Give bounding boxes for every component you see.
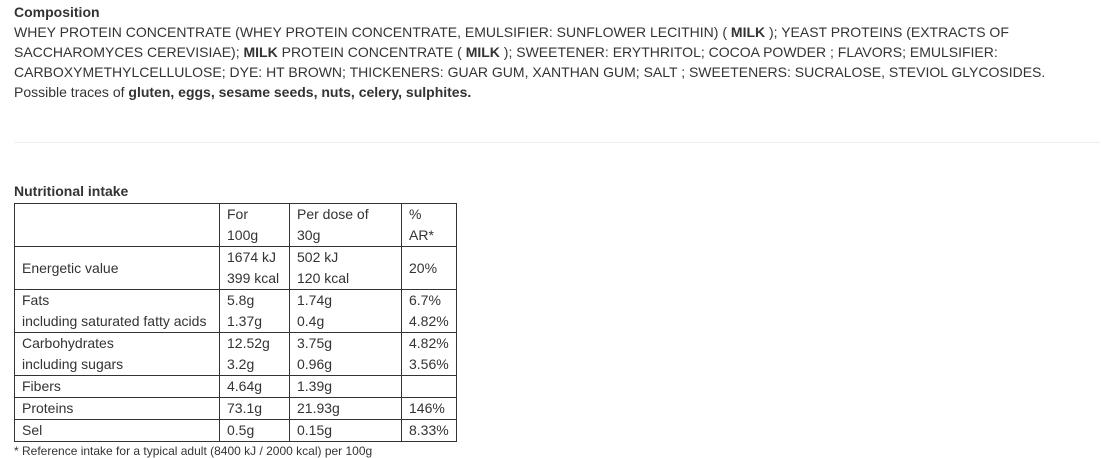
cell-line: 399 kcal	[227, 270, 280, 286]
nutrient-row: Sel 0.5g 0.15g 8.33%	[14, 419, 457, 442]
nutrition-title: Nutritional intake	[14, 183, 129, 199]
cell: 502 kJ 120 kcal	[289, 246, 402, 290]
cell-line: 0.15g	[297, 422, 333, 438]
cell-line: 5.8g	[227, 292, 255, 308]
cell: Proteins	[14, 397, 220, 420]
nutrient-row: Fibers 4.64g 1.39g	[14, 375, 457, 398]
cell-line: 73.1g	[227, 400, 263, 416]
nutrient-row: Proteins 73.1g 21.93g 146%	[14, 397, 457, 420]
cell-line: 0.5g	[227, 422, 255, 438]
cell: 20%	[401, 246, 457, 290]
cell: Sel	[14, 419, 220, 442]
cell: 0.15g	[289, 419, 402, 442]
cell: 73.1g	[219, 397, 290, 420]
text-run: ); YEAST PROTEINS (EXTRACTS OF SACCHAROM…	[14, 24, 1009, 60]
cell: Carbohydrates including sugars	[14, 332, 220, 376]
cell-line: Carbohydrates	[22, 335, 114, 351]
cell-line: 1.37g	[227, 313, 263, 329]
cell: 6.7% 4.82%	[401, 289, 457, 333]
traces: Possible traces of gluten, eggs, sesame …	[14, 82, 1100, 102]
cell-line: Proteins	[22, 400, 74, 416]
cell-line: 0.4g	[297, 313, 325, 329]
cell: 1.39g	[289, 375, 402, 398]
cell: 12.52g 3.2g	[219, 332, 290, 376]
cell	[401, 375, 457, 398]
nutrient-row: Fats including saturated fatty acids 5.8g 1…	[14, 289, 457, 333]
cell-line: 0.96g	[297, 356, 333, 372]
cell: 21.93g	[289, 397, 402, 420]
cell: 1674 kJ 399 kcal	[219, 246, 290, 290]
cell-line: 4.82%	[409, 335, 449, 351]
cell-line: 502 kJ	[297, 249, 339, 265]
cell-line: 12.52g	[227, 335, 270, 351]
cell-line: Fats	[22, 292, 50, 308]
composition-title: Composition	[14, 4, 100, 20]
cell-line: 3.56%	[409, 356, 449, 372]
cell: 3.75g 0.96g	[289, 332, 402, 376]
header-cell: For 100g	[219, 203, 290, 247]
text-run: Possible traces of	[14, 84, 129, 100]
cell-line: Energetic value	[22, 259, 119, 276]
cell: 0.5g	[219, 419, 290, 442]
cell-line: 4.82%	[409, 313, 449, 329]
cell: 4.82% 3.56%	[401, 332, 457, 376]
cell-line: 3.2g	[227, 356, 255, 372]
cell: 5.8g 1.37g	[219, 289, 290, 333]
cell: Fats including saturated fatty acids	[14, 289, 220, 333]
cell-line: 1.39g	[297, 378, 333, 394]
text-run: MILK	[465, 44, 500, 60]
nutrient-row: Carbohydrates including sugars 12.52g 3.2g 3…	[14, 332, 457, 376]
text-run: MILK	[243, 44, 278, 60]
cell-line: including sugars	[22, 356, 124, 372]
cell-line: 21.93g	[297, 400, 340, 416]
page: Composition WHEY PROTEIN CONCENTRATE (WH…	[14, 2, 1100, 458]
nutrition-table: For 100g Per dose of 30g% AR* Energetic va…	[14, 203, 457, 442]
cell: 146%	[401, 397, 457, 420]
cell-line: 1674 kJ	[227, 249, 277, 265]
cell-line: including saturated fatty acids	[22, 313, 207, 329]
header-cell	[14, 203, 220, 247]
cell-line: 4.64g	[227, 378, 263, 394]
cell: 8.33%	[401, 419, 457, 442]
text-run: PROTEIN CONCENTRATE (	[277, 44, 466, 60]
header-row: For 100g Per dose of 30g% AR*	[14, 203, 457, 247]
cell: Energetic value	[14, 246, 220, 290]
text-run: gluten, eggs, sesame seeds, nuts, celery…	[128, 84, 472, 100]
cell-line: 6.7%	[409, 292, 441, 308]
composition: Composition WHEY PROTEIN CONCENTRATE (WH…	[14, 2, 1100, 102]
header-cell: Per dose of 30g	[289, 203, 402, 247]
cell-line: 146%	[409, 400, 445, 416]
text-run: ); SWEETENER: ERYTHRITOL; COCOA POWDER ;…	[14, 44, 1046, 80]
cell-line: 20%	[409, 259, 438, 276]
text-run: MILK	[730, 24, 766, 40]
cell: 4.64g	[219, 375, 290, 398]
cell-line: 8.33%	[409, 422, 449, 438]
cell-line: 120 kcal	[297, 270, 350, 286]
ingredients: WHEY PROTEIN CONCENTRATE (WHEY PROTEIN C…	[14, 22, 1100, 82]
text-run: WHEY PROTEIN CONCENTRATE (WHEY PROTEIN C…	[14, 24, 731, 40]
cell-line: 1.74g	[297, 292, 333, 308]
cell-line: 3.75g	[297, 335, 333, 351]
cell: Fibers	[14, 375, 220, 398]
cell: 1.74g 0.4g	[289, 289, 402, 333]
header-cell: % AR*	[401, 203, 457, 247]
cell-line: Fibers	[22, 378, 61, 394]
cell-line: Sel	[22, 422, 43, 438]
separator	[14, 142, 1100, 143]
nutrient-row: Energetic value 1674 kJ 399 kcal 502 kJ 120 …	[14, 246, 457, 290]
footnote: * Reference intake for a typical adult (…	[14, 444, 373, 458]
nutrition: Nutritional intake For 100g Per dose of 3…	[14, 183, 457, 458]
